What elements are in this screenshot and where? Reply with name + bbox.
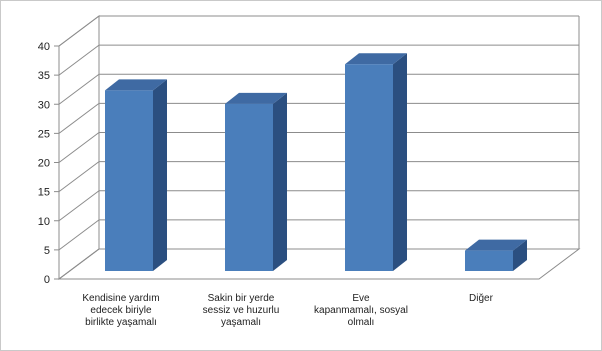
y-tick-label: 0 — [44, 274, 50, 286]
y-tick-label: 10 — [38, 216, 50, 228]
gridline-side — [58, 132, 100, 163]
bar — [345, 53, 407, 272]
y-tick-label: 30 — [38, 99, 50, 111]
gridline-side — [58, 190, 100, 222]
gridline-side — [58, 102, 100, 134]
bar-side — [153, 79, 167, 271]
x-category-label: Sakin bir yerde sessiz ve huzurlu yaşamalı — [203, 293, 280, 328]
gridline-side — [58, 15, 100, 47]
gridline-side — [58, 44, 100, 76]
gridline-side — [58, 219, 100, 251]
x-category-label: Eve kapanmamalı, sosyal olmalı — [314, 293, 408, 328]
y-tick-label: 15 — [38, 187, 50, 199]
bar-side — [513, 239, 527, 271]
y-tick-label: 5 — [44, 245, 50, 257]
y-tick-label: 25 — [38, 128, 50, 140]
gridline-side — [58, 248, 100, 280]
bar-front — [105, 90, 153, 271]
bar-top — [105, 79, 167, 91]
bar-front — [465, 250, 513, 271]
bar-front — [345, 64, 393, 272]
y-tick-label: 35 — [38, 70, 50, 82]
bar-side — [393, 53, 407, 272]
bar — [105, 79, 167, 271]
bar-side — [273, 92, 287, 271]
bars — [105, 53, 527, 272]
bar-top — [225, 92, 287, 104]
x-axis-labels: Kendisine yardım edecek biriyle birlikte y… — [82, 293, 493, 328]
x-category-label: Kendisine yardım edecek biriyle birlikte y… — [82, 293, 159, 328]
gridline-side — [58, 73, 100, 105]
x-category-label: Diğer — [469, 293, 494, 304]
bar — [465, 239, 527, 271]
y-axis-ticks: 0 5 10 15 20 25 30 35 40 — [38, 41, 59, 286]
bar — [225, 92, 287, 271]
bar-top — [345, 53, 407, 65]
bar-top — [465, 239, 527, 251]
y-tick-label: 20 — [38, 158, 50, 170]
gridline-side — [58, 161, 100, 193]
bar-front — [225, 103, 273, 271]
gridlines — [58, 15, 579, 280]
y-tick-label: 40 — [38, 41, 50, 53]
